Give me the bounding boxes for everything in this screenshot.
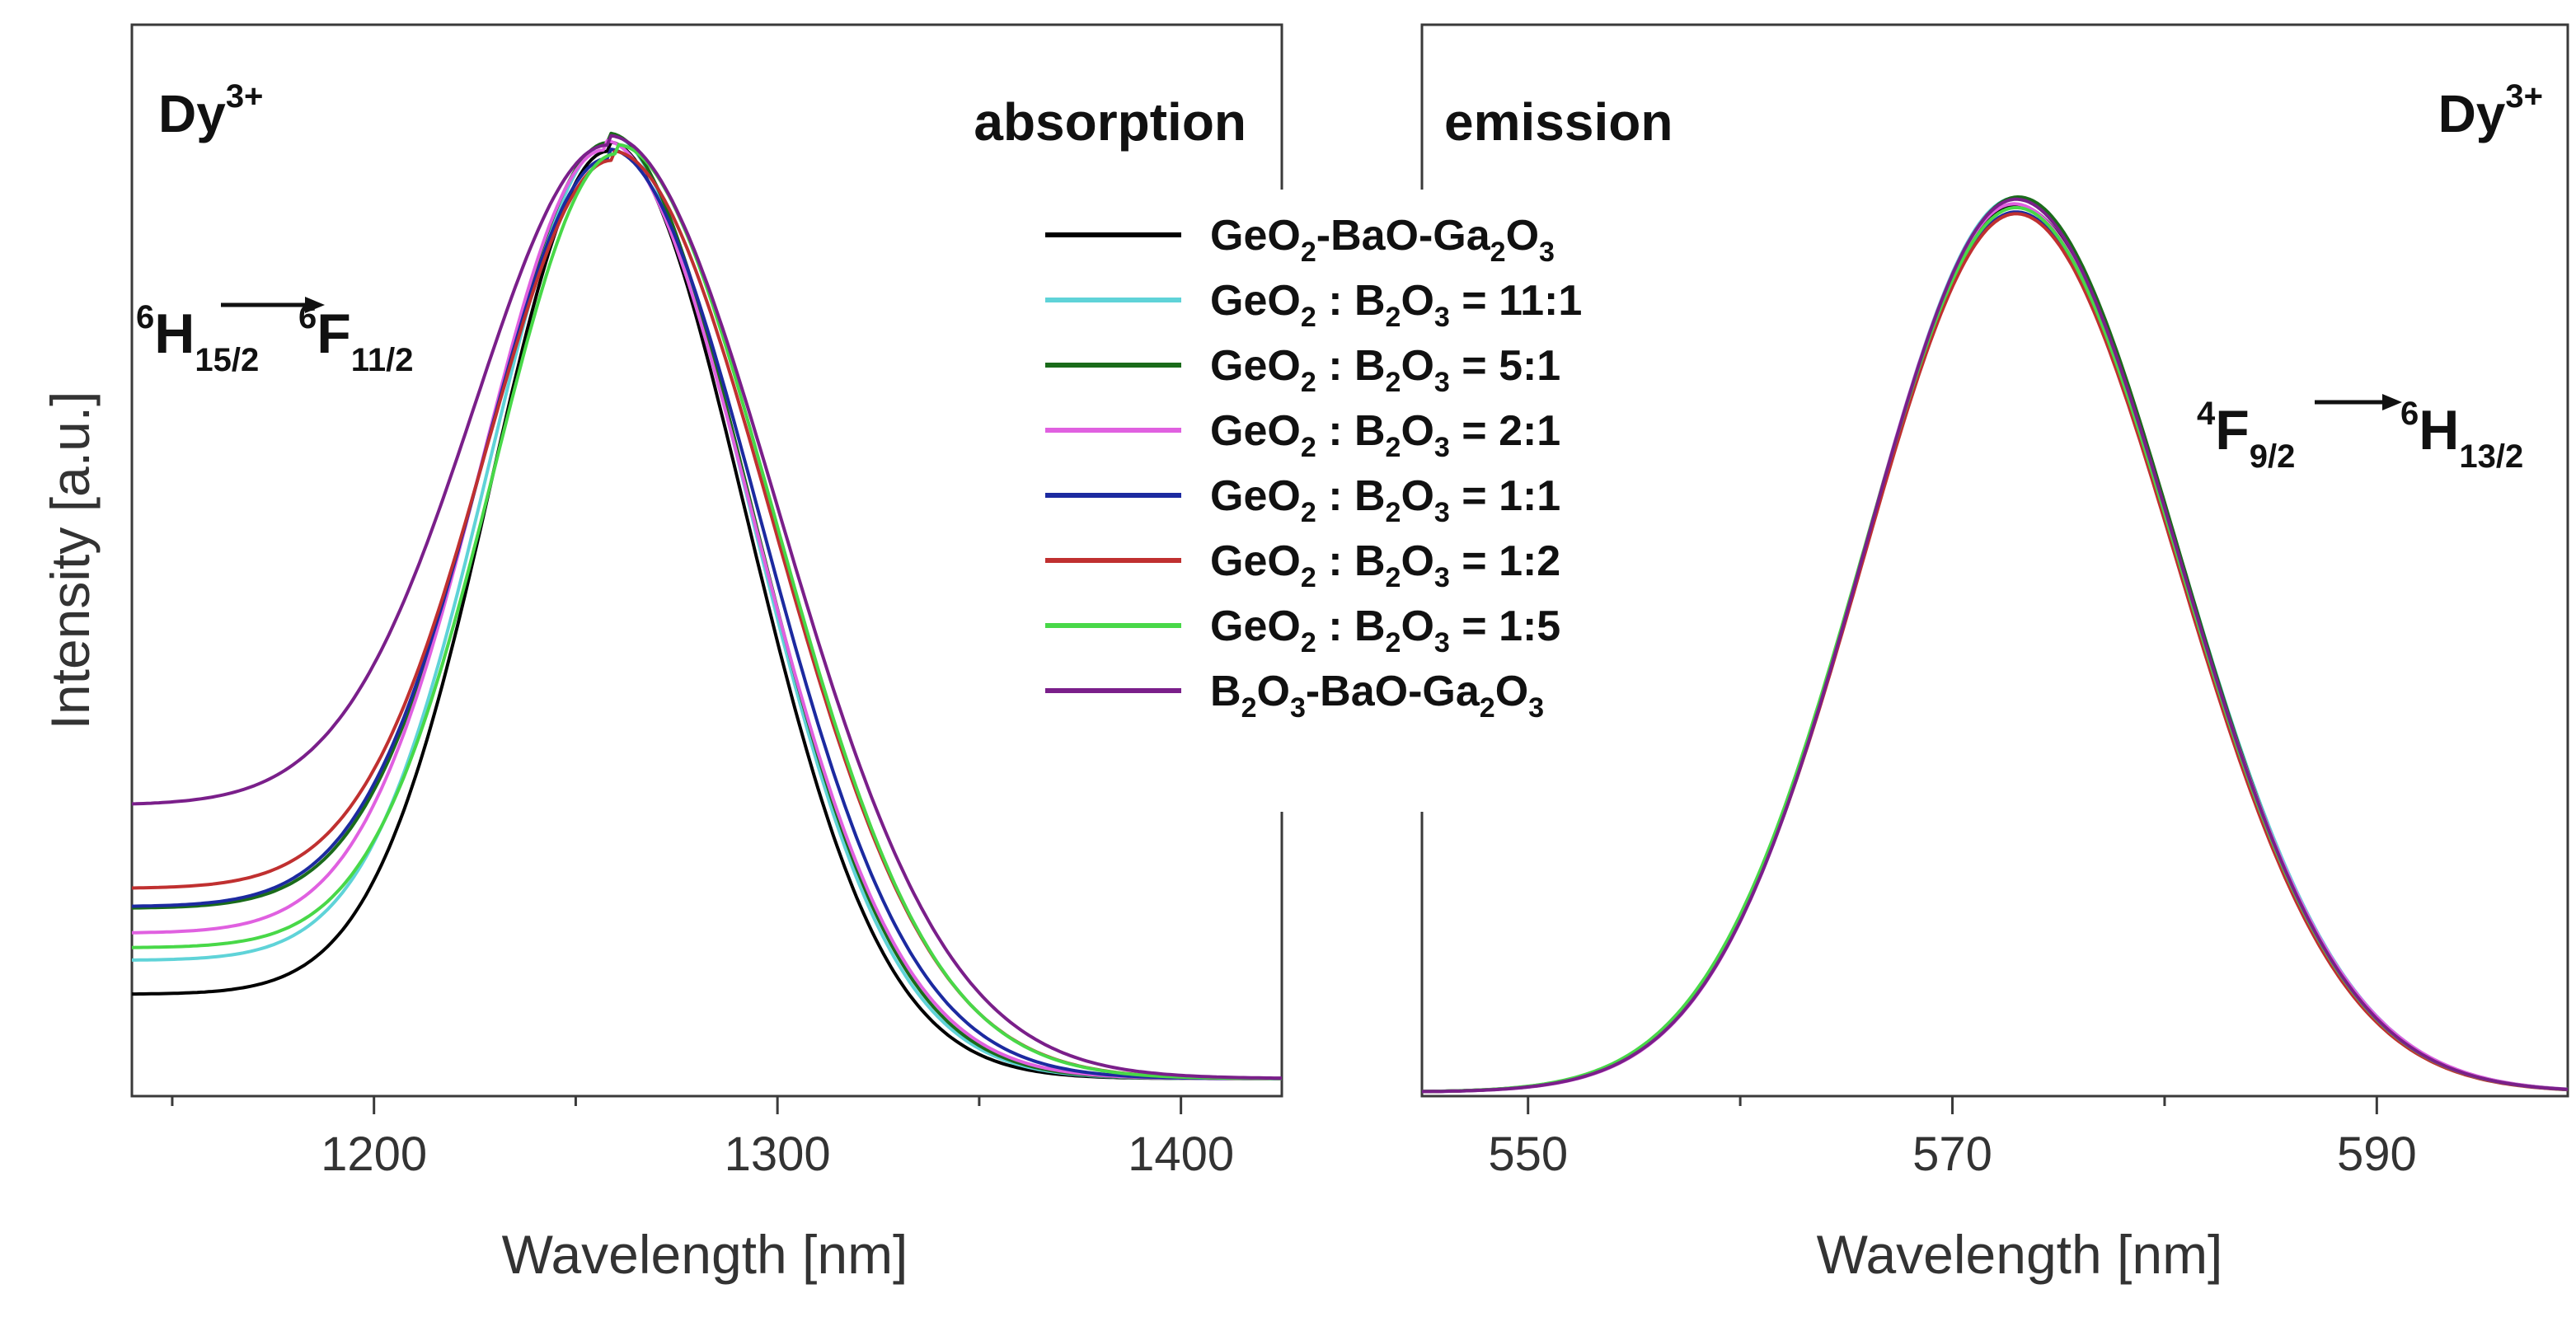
emission-curves	[1421, 195, 2569, 1094]
legend-label: B2O3-BaO-Ga2O3	[1210, 668, 1544, 724]
legend-label: GeO2 : B2O3 = 11:1	[1210, 277, 1582, 333]
absorption-transition-label: 6H15/2	[136, 299, 259, 378]
legend-background	[1035, 190, 1670, 812]
emission-tick-label: 550	[1488, 1127, 1568, 1181]
absorption-transition-target: 6F11/2	[298, 299, 413, 378]
emission-tick-label: 590	[2337, 1127, 2417, 1181]
legend-label: GeO2 : B2O3 = 5:1	[1210, 342, 1560, 398]
emission-tick-label: 570	[1912, 1127, 1992, 1181]
emission-x-axis-label: Wavelength [nm]	[1817, 1224, 2223, 1285]
absorption-curves	[131, 131, 1282, 1080]
absorption-panel: 1200 1300 1400 Dy3+ absorption 6H15/2 6F11…	[40, 23, 1283, 1285]
legend: GeO2-BaO-Ga2O3 GeO2 : B2O3 = 11:1 GeO2 : B…	[1035, 190, 1670, 812]
legend-label: GeO2 : B2O3 = 2:1	[1210, 407, 1560, 463]
emission-panel: 550 570 590 emission Dy3+ 4F9/2 6H13/2 Wav…	[1420, 23, 2569, 1285]
absorption-tick-label: 1200	[321, 1127, 427, 1181]
absorption-series-line	[131, 148, 1282, 1080]
emission-panel-title: emission	[1444, 92, 1673, 152]
legend-label: GeO2 : B2O3 = 1:2	[1210, 537, 1560, 593]
absorption-tick-label: 1400	[1128, 1127, 1234, 1181]
emission-transition-target: 6H13/2	[2400, 396, 2523, 475]
emission-transition-source: 4F9/2	[2197, 396, 2295, 475]
absorption-panel-title: absorption	[974, 92, 1246, 152]
absorption-x-axis-label: Wavelength [nm]	[502, 1224, 908, 1285]
legend-label: GeO2 : B2O3 = 1:1	[1210, 472, 1560, 528]
absorption-series-line	[131, 134, 1282, 1080]
absorption-tick-label: 1300	[725, 1127, 831, 1181]
absorption-x-ticks: 1200 1300 1400	[171, 1096, 1234, 1181]
absorption-ion-label: Dy3+	[158, 78, 263, 143]
absorption-transition-arrow	[221, 297, 325, 313]
emission-transition-arrow	[2315, 394, 2402, 410]
legend-label: GeO2 : B2O3 = 1:5	[1210, 602, 1560, 658]
emission-series-line	[1421, 197, 2569, 1094]
y-axis-label: Intensity [a.u.]	[40, 391, 101, 730]
legend-label: GeO2-BaO-Ga2O3	[1210, 212, 1555, 268]
emission-ion-label: Dy3+	[2438, 78, 2543, 143]
emission-x-ticks: 550 570 590	[1488, 1096, 2417, 1181]
